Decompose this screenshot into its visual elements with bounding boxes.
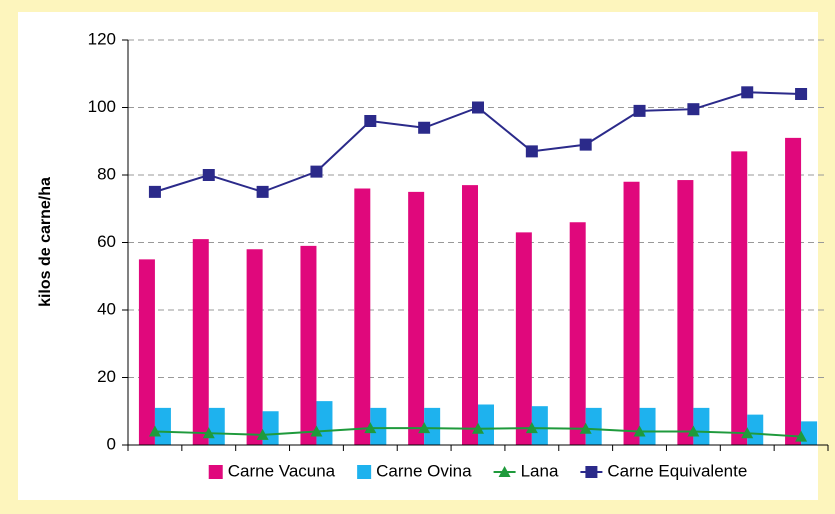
legend-label: Carne Equivalente (607, 461, 747, 480)
bar (408, 191, 425, 445)
marker (579, 138, 592, 151)
marker (256, 185, 269, 198)
y-tick-label: 80 (97, 164, 116, 183)
bar (208, 407, 225, 445)
bar (569, 222, 586, 445)
bar (623, 181, 640, 445)
bar (424, 407, 441, 445)
marker (472, 101, 484, 114)
marker (687, 103, 700, 116)
marker (585, 466, 598, 478)
marker (579, 422, 592, 434)
bar (693, 407, 710, 445)
marker (148, 185, 161, 198)
bar (370, 407, 387, 445)
bar (515, 232, 532, 445)
bar (354, 188, 371, 445)
marker (418, 121, 431, 134)
marker (525, 422, 538, 434)
bar (262, 411, 279, 445)
marker (364, 115, 377, 127)
marker (310, 165, 323, 178)
marker (741, 427, 754, 439)
bar (246, 249, 263, 445)
marker (364, 422, 377, 434)
legend-swatch (357, 465, 372, 479)
marker (633, 425, 646, 437)
bar (585, 407, 602, 445)
bar (138, 259, 155, 445)
marker (148, 425, 161, 437)
bar (677, 180, 694, 445)
marker (795, 430, 808, 442)
marker (525, 145, 538, 158)
marker (687, 425, 700, 437)
y-tick-label: 20 (97, 367, 116, 386)
y-tick-label: 0 (107, 434, 116, 453)
marker (310, 425, 323, 437)
y-tick-label: 100 (88, 97, 116, 116)
marker (418, 422, 431, 434)
legend-label: Carne Vacuna (228, 461, 336, 480)
marker (741, 86, 754, 99)
bar (192, 239, 209, 445)
y-tick-label: 60 (97, 232, 116, 251)
bar (478, 404, 494, 445)
bar (785, 137, 802, 445)
bar (300, 245, 317, 445)
y-axis-label: kilos de carne/ha (37, 177, 54, 307)
bar (154, 407, 171, 445)
marker (795, 88, 808, 100)
y-tick-label: 40 (97, 299, 116, 318)
marker (498, 466, 511, 477)
bar (731, 151, 748, 445)
marker (256, 428, 269, 440)
bar (316, 401, 333, 445)
legend-swatch (208, 465, 223, 479)
legend-label: Carne Ovina (376, 461, 472, 480)
marker (472, 422, 484, 434)
marker (633, 104, 646, 117)
marker (202, 169, 215, 181)
legend-label: Lana (521, 461, 559, 480)
y-tick-label: 120 (88, 29, 116, 48)
marker (202, 427, 215, 439)
bar (531, 406, 548, 445)
bar (639, 407, 656, 445)
bar (462, 185, 478, 445)
bar (747, 414, 764, 445)
